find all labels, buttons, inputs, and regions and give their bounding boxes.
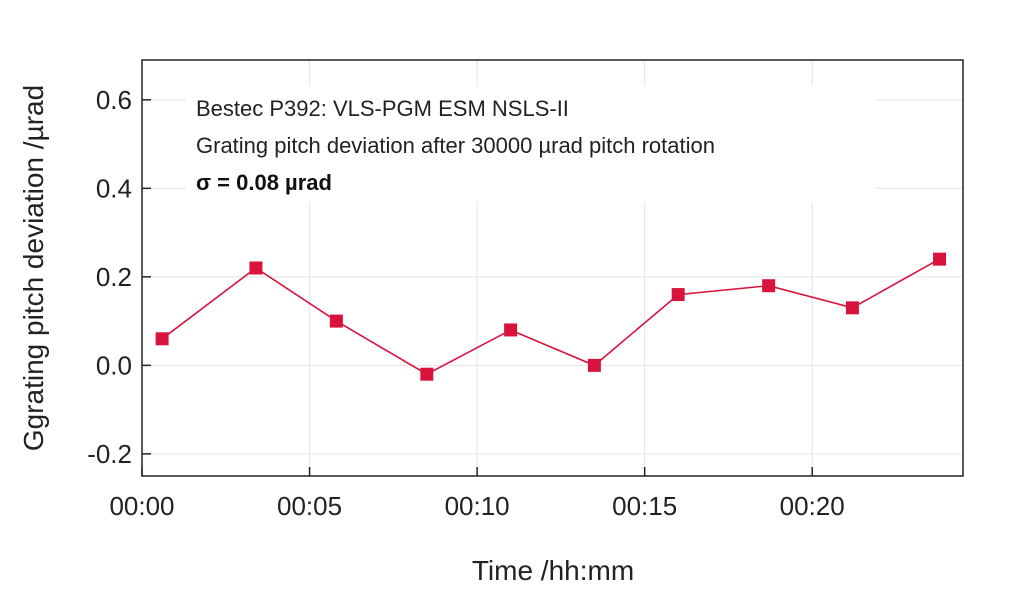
y-tick-label: -0.2 [87,439,132,469]
x-tick-label: 00:05 [277,491,342,521]
data-point [420,367,434,381]
x-axis-title: Time /hh:mm [472,555,634,586]
data-point [845,301,859,315]
data-point [933,252,947,266]
x-tick-label: 00:00 [109,491,174,521]
data-point [762,279,776,293]
y-tick-label: 0.6 [96,85,132,115]
x-tick-label: 00:20 [780,491,845,521]
series-layer [155,252,947,381]
annotation-line-1: Bestec P392: VLS-PGM ESM NSLS-II [196,96,569,121]
y-tick-label: 0.2 [96,262,132,292]
data-point [249,261,263,275]
data-point [329,314,343,328]
x-axis-ticks: 00:00 00:05 00:10 00:15 00:20 [109,467,845,521]
y-tick-label: 0.4 [96,173,132,203]
annotation-background [186,86,876,202]
y-axis-ticks: -0.2 0.0 0.2 0.4 0.6 [87,85,151,469]
y-axis-title: Ggrating pitch deviation /µrad [18,85,49,451]
annotation-line-2: Grating pitch deviation after 30000 µrad… [196,133,715,158]
data-point [504,323,518,337]
data-point [587,358,601,372]
y-tick-label: 0.0 [96,350,132,380]
data-point [671,288,685,302]
annotation-box: Bestec P392: VLS-PGM ESM NSLS-II Grating… [186,86,876,202]
annotation-line-3: σ = 0.08 µrad [196,170,332,195]
x-tick-label: 00:15 [612,491,677,521]
plot-frame [141,59,964,477]
x-tick-label: 00:10 [445,491,510,521]
data-point [155,332,169,346]
series-line [161,258,940,376]
